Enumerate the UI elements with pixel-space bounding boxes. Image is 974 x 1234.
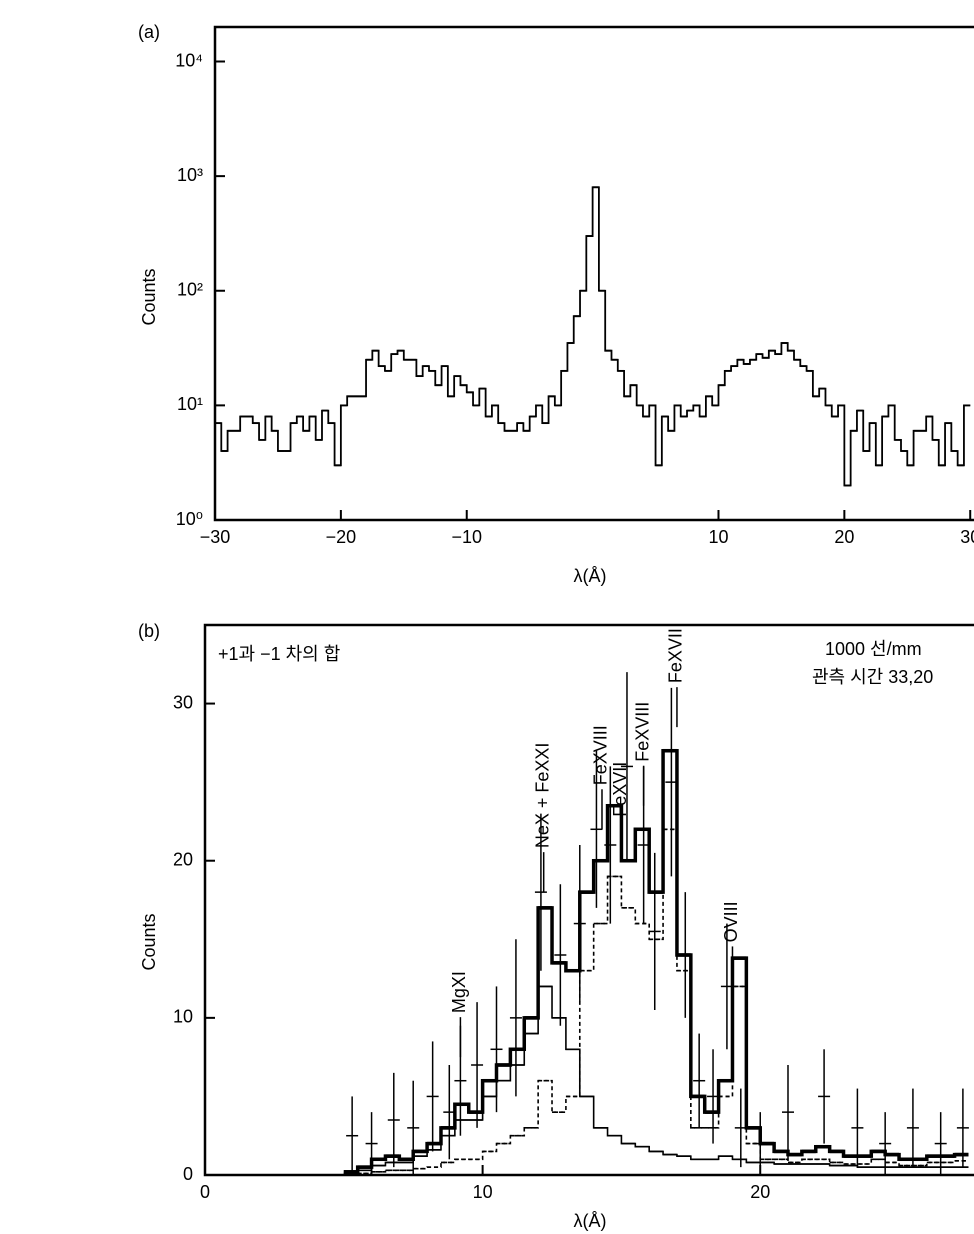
y-tick-label: 20: [173, 849, 193, 869]
note: 관측 시간 33,20: [812, 667, 933, 687]
y-tick-label: 10²: [177, 280, 203, 300]
annotation-label: OVIII: [721, 901, 741, 942]
y-axis-label: Counts: [139, 913, 159, 970]
step-connector: [343, 748, 969, 1174]
annotation-label: FeXVIII: [591, 725, 611, 785]
y-tick-label: 30: [173, 692, 193, 712]
x-axis-label: λ(Å): [574, 1211, 607, 1231]
panel-label: (a): [138, 22, 160, 42]
step-connector: [215, 186, 971, 487]
note: 1000 선/mm: [825, 639, 922, 659]
y-tick-label: 10³: [177, 165, 203, 185]
x-axis-label: λ(Å): [574, 566, 607, 586]
annotation-label: MgXI: [449, 971, 469, 1013]
annotation-label: FeXVII: [610, 762, 630, 817]
x-tick-label: −20: [326, 527, 357, 547]
y-tick-label: 0: [183, 1164, 193, 1184]
x-tick-label: 30: [960, 527, 974, 547]
y-axis-label: Counts: [139, 268, 159, 325]
x-tick-label: 20: [834, 527, 854, 547]
step-connector: [343, 985, 969, 1175]
x-tick-label: 10: [473, 1182, 493, 1202]
annotation-label: NeX + FeXXI: [532, 743, 552, 849]
annotation-label: FeXVII: [666, 628, 686, 683]
x-tick-label: −30: [200, 527, 231, 547]
panel-label: (b): [138, 621, 160, 641]
y-tick-label: 10¹: [177, 394, 203, 414]
note: +1과 −1 차의 합: [218, 644, 340, 664]
y-tick-label: 10⁴: [175, 50, 203, 70]
annotation-label: FeXVIII: [632, 702, 652, 762]
x-tick-label: 10: [708, 527, 728, 547]
x-tick-label: 0: [200, 1182, 210, 1202]
step-connector: [343, 828, 969, 1176]
plot-frame: [203, 623, 974, 1177]
plot-frame: [213, 25, 974, 522]
y-tick-label: 10⁰: [176, 509, 203, 529]
x-tick-label: 20: [750, 1182, 770, 1202]
y-tick-label: 10: [173, 1007, 193, 1027]
x-tick-label: −10: [451, 527, 482, 547]
